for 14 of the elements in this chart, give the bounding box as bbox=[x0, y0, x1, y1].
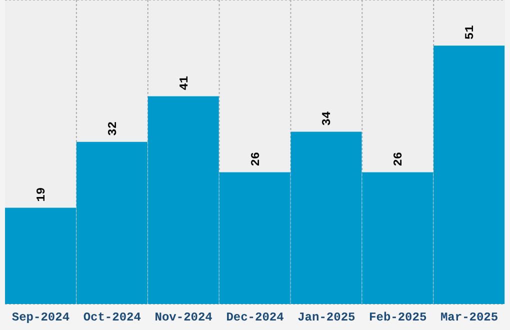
x-tick-label: Oct-2024 bbox=[83, 310, 141, 325]
x-tick-label: Feb-2025 bbox=[369, 310, 427, 325]
data-label: 34 bbox=[320, 111, 334, 126]
x-tick-label: Sep-2024 bbox=[12, 310, 70, 325]
x-tick-label: Mar-2025 bbox=[440, 310, 498, 325]
data-label: 26 bbox=[392, 152, 406, 166]
data-label: 41 bbox=[177, 76, 192, 90]
x-tick-label: Jan-2025 bbox=[298, 310, 356, 325]
data-label: 32 bbox=[106, 121, 120, 136]
x-tick-label: Nov-2024 bbox=[154, 310, 212, 325]
data-label: 51 bbox=[463, 25, 478, 40]
data-label: 19 bbox=[34, 187, 48, 202]
x-tick-label: Dec-2024 bbox=[226, 310, 284, 325]
data-label: 26 bbox=[248, 152, 263, 166]
